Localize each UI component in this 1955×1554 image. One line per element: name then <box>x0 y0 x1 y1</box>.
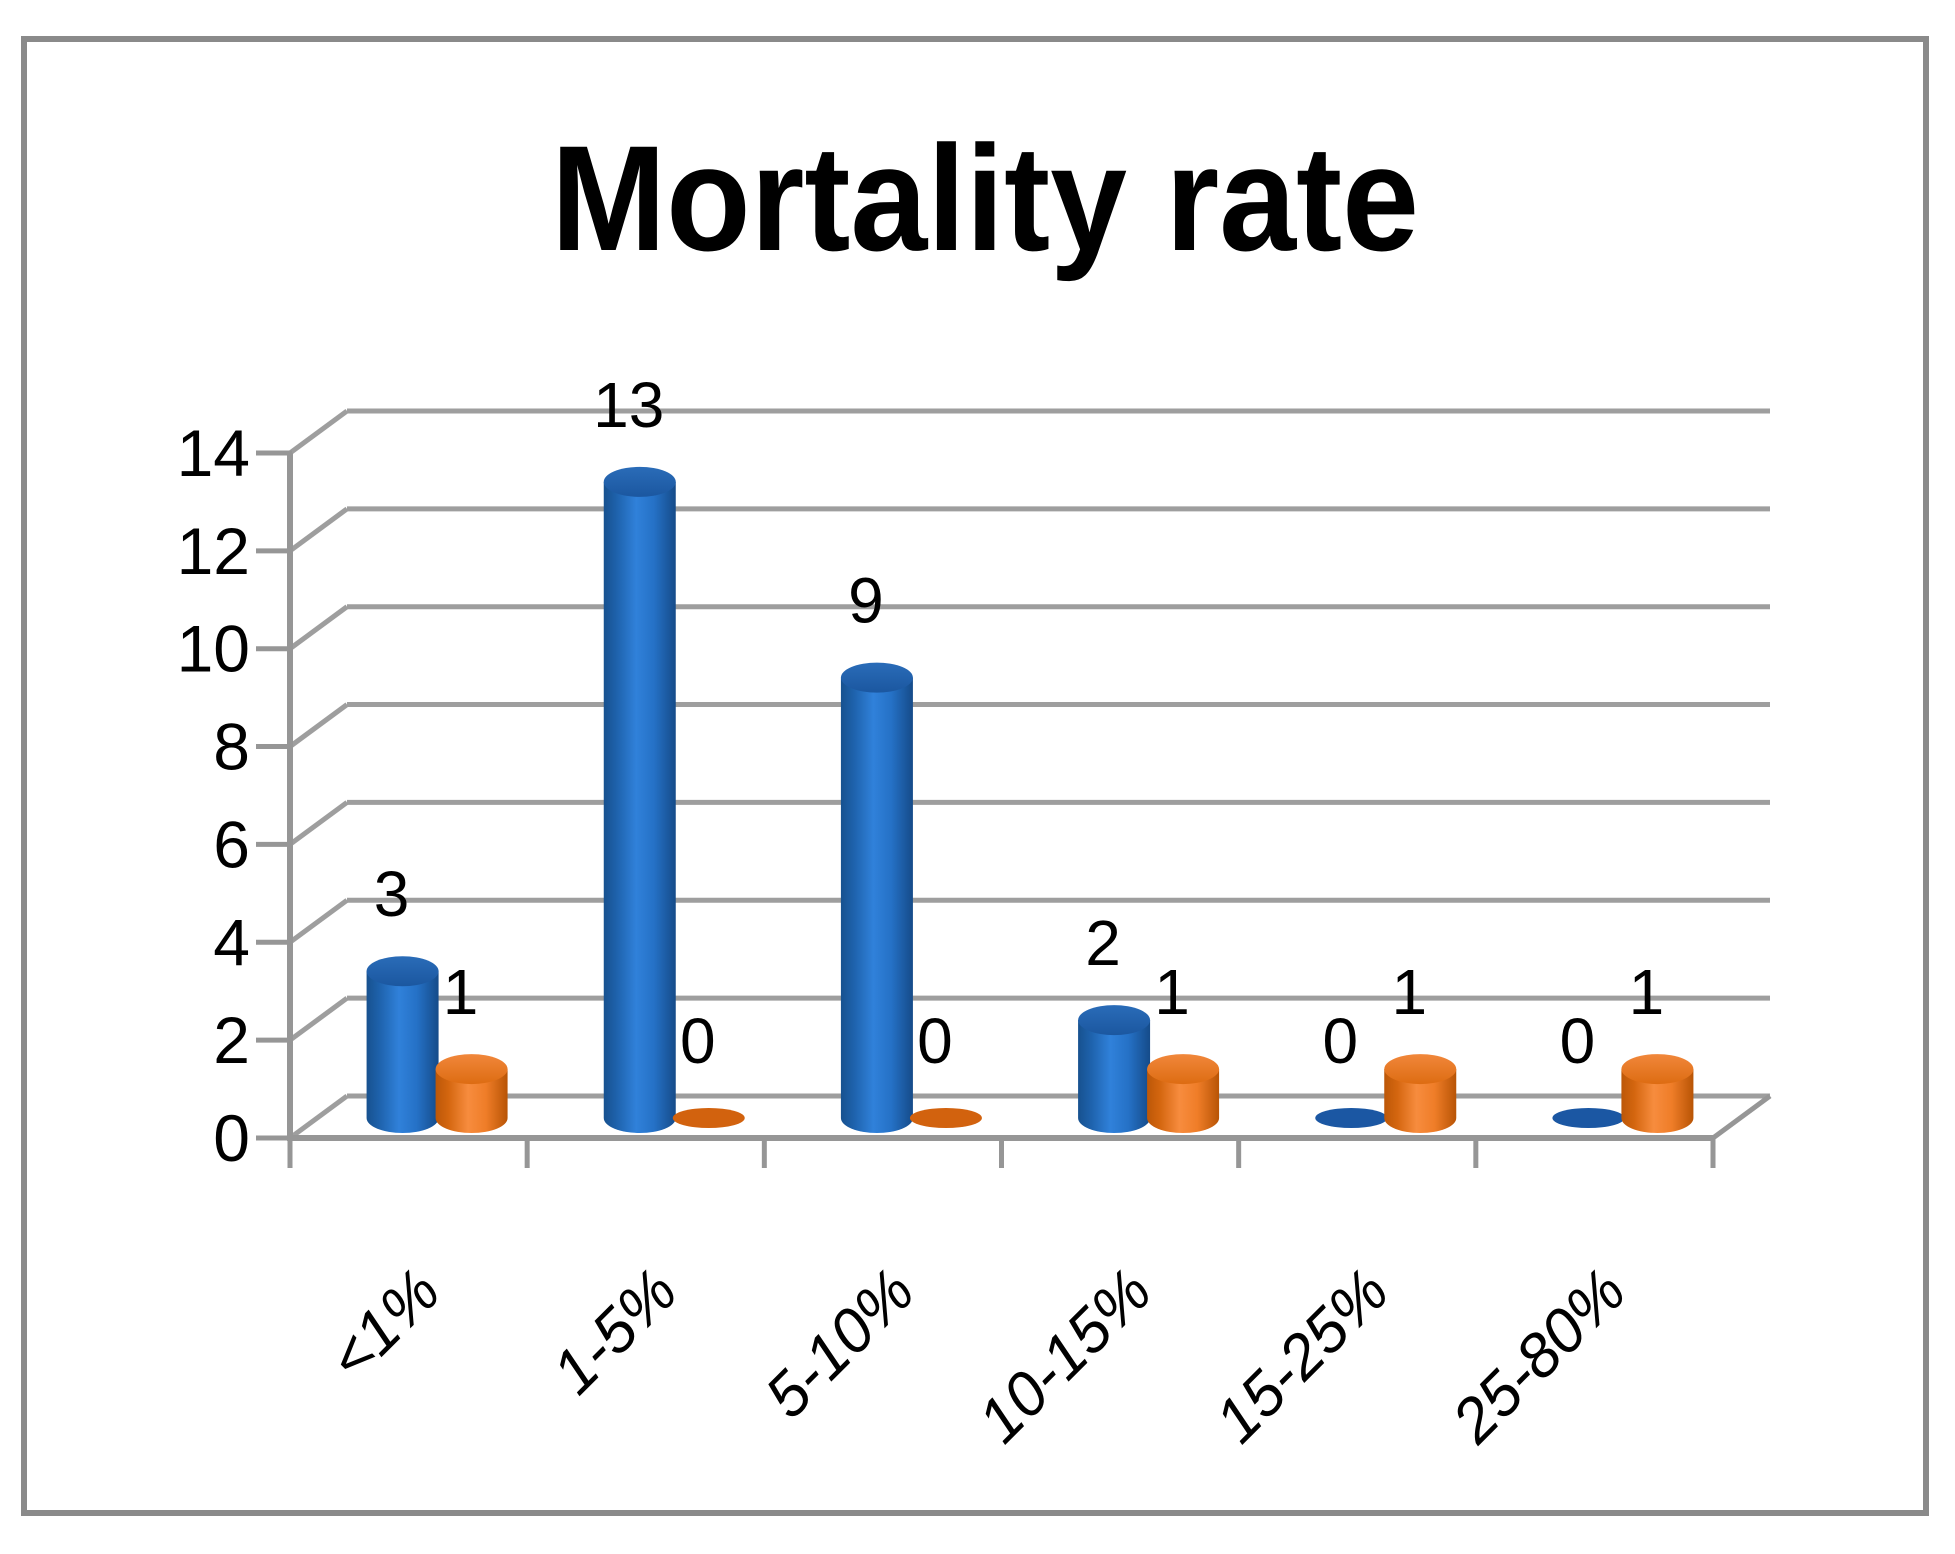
value-label-orange: 1 <box>1629 956 1665 1028</box>
y-axis-label: 12 <box>177 514 250 588</box>
bar-cylinder-orange-top <box>1147 1054 1220 1085</box>
bar-cylinder-orange-top <box>435 1054 508 1085</box>
y-axis-label: 6 <box>213 807 250 881</box>
bar-cylinder-blue-top <box>366 956 439 987</box>
value-label-orange: 1 <box>1154 956 1190 1028</box>
value-label-blue: 0 <box>1560 1005 1596 1077</box>
bar-cylinder-blue-flat <box>1315 1108 1388 1128</box>
y-axis-label: 10 <box>177 612 250 686</box>
category-label: 1-5% <box>540 1256 691 1407</box>
gridline-diagonal <box>288 996 349 1043</box>
chart-outer-border <box>21 36 1929 1516</box>
bar-cylinder-orange-flat <box>909 1108 982 1128</box>
category-label: <1% <box>316 1256 454 1394</box>
bar-cylinder-orange-top <box>1621 1054 1694 1085</box>
gridline-diagonal <box>288 898 349 945</box>
bar-cylinder-blue-flat <box>1552 1108 1625 1128</box>
bar-cylinder-blue-body <box>1078 1020 1151 1134</box>
gridline-diagonal <box>288 800 349 847</box>
value-label-blue: 3 <box>374 858 410 930</box>
bar-cylinder-blue-top <box>603 466 676 497</box>
category-label: 25-80% <box>1439 1256 1640 1457</box>
value-label-orange: 0 <box>680 1005 716 1077</box>
bar-cylinder-blue-top <box>840 662 913 693</box>
y-axis-label: 8 <box>213 710 250 784</box>
value-label-orange: 1 <box>443 956 479 1028</box>
gridline-diagonal <box>288 506 349 553</box>
bar-cylinder-orange-body <box>1384 1069 1457 1134</box>
value-label-blue: 13 <box>593 369 664 441</box>
category-label: 15-25% <box>1202 1256 1402 1456</box>
gridline-diagonal <box>288 604 349 651</box>
category-label: 5-10% <box>752 1256 928 1432</box>
y-axis-label: 14 <box>177 416 250 490</box>
gridline-diagonal <box>288 702 349 749</box>
bar-cylinder-orange-flat <box>672 1108 745 1128</box>
bar-cylinder-blue-top <box>1078 1005 1151 1036</box>
bar-cylinder-blue-body <box>840 677 913 1134</box>
floor-right-edge <box>1711 1093 1772 1141</box>
plot-area: 0246810121431<1%1301-5%905-10%2110-15%01… <box>177 369 1772 1457</box>
value-label-blue: 0 <box>1322 1005 1358 1077</box>
bar-cylinder-blue-body <box>366 971 439 1134</box>
bar-cylinder-orange-body <box>1621 1069 1694 1134</box>
bar-cylinder-orange-body <box>1147 1069 1220 1133</box>
value-label-blue: 9 <box>848 565 884 637</box>
y-axis-label: 2 <box>213 1003 250 1077</box>
bar-cylinder-orange-top <box>1384 1054 1457 1085</box>
chart-title: Mortality rate <box>551 114 1419 282</box>
bar-cylinder-orange-body <box>435 1069 508 1134</box>
value-label-orange: 1 <box>1391 956 1427 1028</box>
value-label-orange: 0 <box>917 1005 953 1077</box>
y-axis-label: 0 <box>213 1101 250 1175</box>
bar-cylinder-blue-body <box>603 481 676 1134</box>
value-label-blue: 2 <box>1085 907 1121 979</box>
gridline-diagonal <box>288 1093 349 1141</box>
category-label: 10-15% <box>965 1256 1165 1456</box>
y-axis-label: 4 <box>213 905 250 979</box>
gridline-diagonal <box>288 408 349 455</box>
